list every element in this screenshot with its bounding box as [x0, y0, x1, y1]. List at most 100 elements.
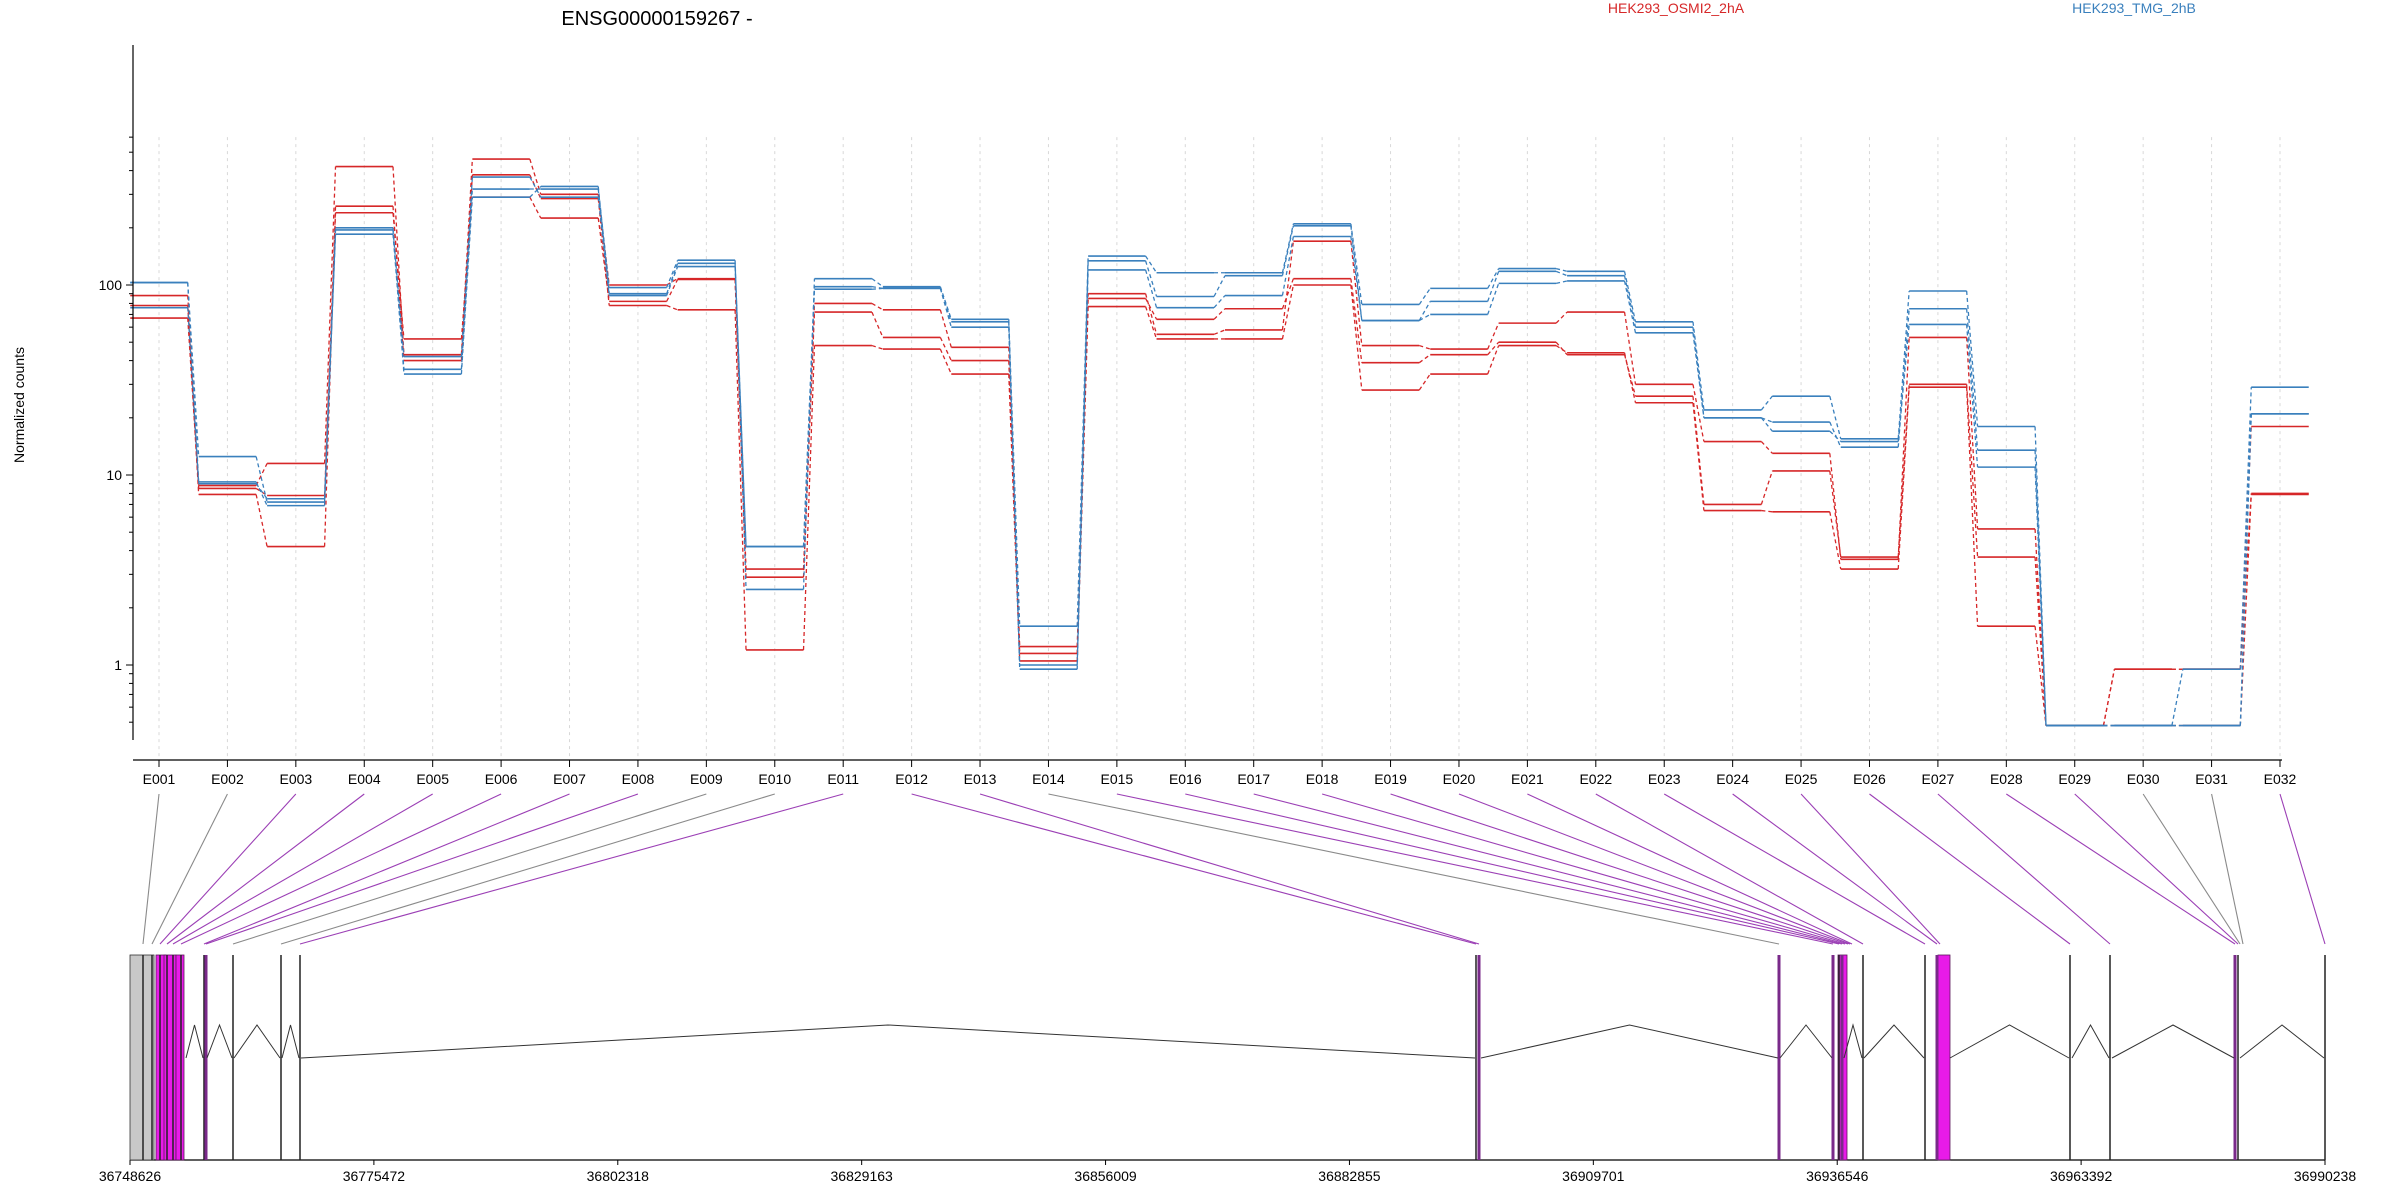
- series-3-riser-28: [2034, 556, 2047, 726]
- connector-e015: [1116, 793, 1834, 945]
- connector-e022: [1595, 793, 1864, 945]
- series-3-riser-17: [1281, 278, 1295, 309]
- series-5-riser-18: [1350, 236, 1363, 321]
- series-3-riser-19: [1418, 354, 1431, 364]
- x-tick-label-e032: E032: [2264, 771, 2297, 787]
- series-1-riser-3: [323, 166, 337, 464]
- x-tick-label-e003: E003: [279, 771, 312, 787]
- y-tick-label: 100: [99, 277, 123, 293]
- series-5: [130, 185, 2309, 727]
- series-3-riser-6: [529, 196, 542, 219]
- x-tick-label-e028: E028: [1990, 771, 2023, 787]
- connector-e014: [1048, 793, 1780, 945]
- series-4-riser-22: [1623, 271, 1637, 322]
- intron-arc: [2071, 1023, 2110, 1059]
- series-2-riser-28: [2034, 626, 2047, 726]
- connector-e010: [280, 793, 775, 945]
- coordinate-label: 36775472: [343, 1168, 406, 1184]
- series-6-riser-13: [1008, 321, 1021, 666]
- connector-e025: [1800, 793, 1941, 945]
- coordinate-label: 36882855: [1318, 1168, 1381, 1184]
- series-2-riser-27: [1965, 387, 1979, 627]
- legend-label-group1: HEK293_OSMI2_2hA: [1608, 0, 1745, 16]
- connector-e017: [1253, 793, 1843, 945]
- series-3-riser-15: [1145, 298, 1158, 320]
- series-2-riser-22: [1623, 352, 1637, 403]
- series-2-riser-2: [255, 494, 268, 547]
- series-2-riser-17: [1281, 284, 1295, 340]
- connector-e012: [911, 793, 1477, 945]
- series-5-riser-4: [392, 227, 405, 375]
- connector-e023: [1663, 793, 1926, 945]
- connector-e031: [2211, 793, 2244, 945]
- series-2-riser-11: [871, 344, 884, 350]
- x-tick-label-e014: E014: [1032, 771, 1065, 787]
- intron-arc: [1843, 1023, 1863, 1059]
- intron-arc: [1949, 1024, 2070, 1059]
- series-5-riser-28: [2034, 467, 2047, 726]
- series-6-riser-5: [460, 177, 474, 357]
- connector-e011: [299, 793, 844, 945]
- connector-e018: [1321, 793, 1846, 945]
- series-3-riser-20: [1487, 341, 1500, 356]
- series-4-riser-1: [187, 282, 200, 457]
- series-5-riser-8: [666, 263, 679, 294]
- series-6-riser-11: [871, 287, 883, 290]
- series-1-riser-25: [1829, 453, 1842, 560]
- series-5-riser-16: [1213, 295, 1226, 309]
- series-6-riser-14: [1076, 260, 1089, 666]
- series-4-riser-23: [1692, 321, 1705, 411]
- series-6-riser-17: [1281, 225, 1295, 276]
- exon-block-magenta: [1937, 954, 1951, 1161]
- series-2-riser-6: [529, 174, 542, 199]
- series-1-riser-15: [1144, 293, 1158, 335]
- series-5-riser-21: [1555, 280, 1568, 285]
- series-2-riser-19: [1418, 373, 1431, 391]
- connector-e027: [1937, 793, 2111, 945]
- gene-model: 36748626 36775472 36802318 36829163 36856009…: [99, 954, 2357, 1184]
- exon-block-magenta: [163, 954, 177, 1161]
- series-2-riser-21: [1555, 345, 1568, 354]
- series-2-riser-9: [734, 309, 747, 650]
- coordinate-label: 36829163: [831, 1168, 894, 1184]
- x-tick-label-e006: E006: [485, 771, 518, 787]
- intron-arc: [1779, 1024, 1833, 1059]
- series-6-riser-28: [2034, 450, 2047, 726]
- connector-e004: [166, 793, 365, 945]
- series-5-riser-24: [1760, 417, 1773, 432]
- series-6-riser-15: [1144, 260, 1158, 297]
- coordinate-label: 36990238: [2294, 1168, 2357, 1184]
- series-1: [130, 158, 2309, 727]
- x-tick-label-e031: E031: [2195, 771, 2228, 787]
- coordinate-label: 36856009: [1074, 1168, 1137, 1184]
- series-4-riser-8: [666, 259, 679, 288]
- coordinate-label: 36963392: [2050, 1168, 2113, 1184]
- series-3-riser-29: [2102, 669, 2116, 726]
- connector-e007: [203, 793, 570, 945]
- x-tick-label-e027: E027: [1922, 771, 1955, 787]
- series-4: [130, 188, 2309, 727]
- x-tick-label-e018: E018: [1306, 771, 1339, 787]
- series-2-riser-7: [597, 198, 610, 306]
- series-5-riser-12: [939, 288, 952, 328]
- x-tick-label-e007: E007: [553, 771, 586, 787]
- intron-arc: [206, 1023, 233, 1059]
- series-3-riser-21: [1555, 341, 1568, 356]
- series-3-riser-11: [871, 311, 884, 338]
- series-1-riser-22: [1623, 312, 1637, 385]
- connector-e013: [979, 793, 1480, 945]
- series-2-riser-10: [802, 345, 816, 650]
- series-1-riser-27: [1965, 337, 1979, 529]
- series-6-riser-31: [2239, 413, 2252, 726]
- x-tick-label-e021: E021: [1511, 771, 1544, 787]
- x-tick-label-e023: E023: [1648, 771, 1681, 787]
- series-4-riser-31: [2239, 387, 2252, 670]
- series-4-riser-17: [1281, 223, 1295, 273]
- series-4-riser-28: [2034, 426, 2047, 726]
- chart-title: ENSG00000159267 -: [561, 8, 752, 30]
- series-1-riser-17: [1281, 241, 1295, 331]
- series-6-riser-16: [1213, 275, 1226, 297]
- x-tick-label-e030: E030: [2127, 771, 2160, 787]
- y-axis-label: Normalized counts: [11, 347, 27, 463]
